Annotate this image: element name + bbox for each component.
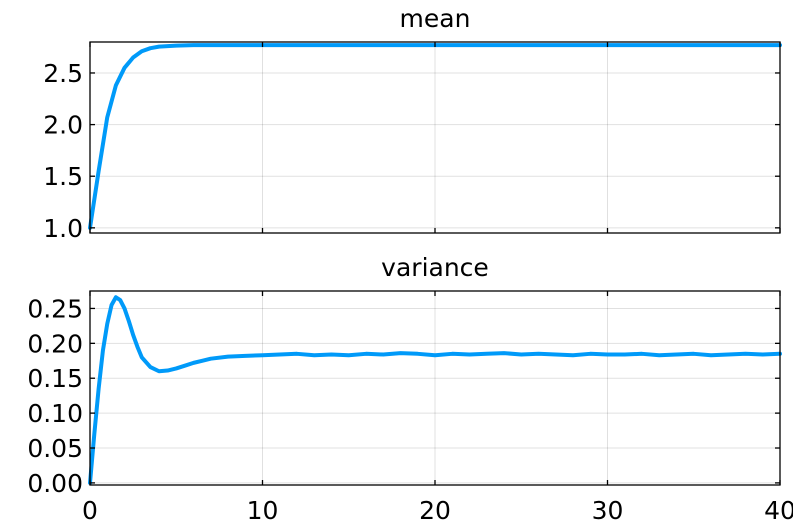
y-tick-label: 0.05 <box>27 434 83 463</box>
y-tick-label: 0.15 <box>27 364 83 393</box>
panel-mean: 1.0 1.5 2.0 2.5 mean <box>43 4 782 243</box>
x-tick-label: 40 <box>764 496 793 525</box>
y-tick-label: 1.0 <box>43 214 83 243</box>
x-tick-label: 20 <box>419 496 451 525</box>
y-tick-label: 0.10 <box>27 399 83 428</box>
y-tick-label: 0.00 <box>27 469 83 498</box>
y-tick-label: 1.5 <box>43 162 83 191</box>
x-tick-label: 0 <box>82 496 98 525</box>
x-tick-label: 30 <box>592 496 624 525</box>
series-line-variance-0 <box>88 295 782 485</box>
panel-variance: 0.00 0.05 0.10 0.15 0.20 0.25 0 10 20 30 40 varianc… <box>27 253 793 525</box>
chart-title: variance <box>381 253 489 282</box>
series-line-mean-0 <box>88 43 782 230</box>
x-tick-label: 10 <box>247 496 279 525</box>
chart-title: mean <box>400 4 471 33</box>
y-tick-label: 0.20 <box>27 329 83 358</box>
y-tick-label: 2.5 <box>43 59 83 88</box>
y-tick-label: 2.0 <box>43 111 83 140</box>
y-tick-label: 0.25 <box>27 294 83 323</box>
